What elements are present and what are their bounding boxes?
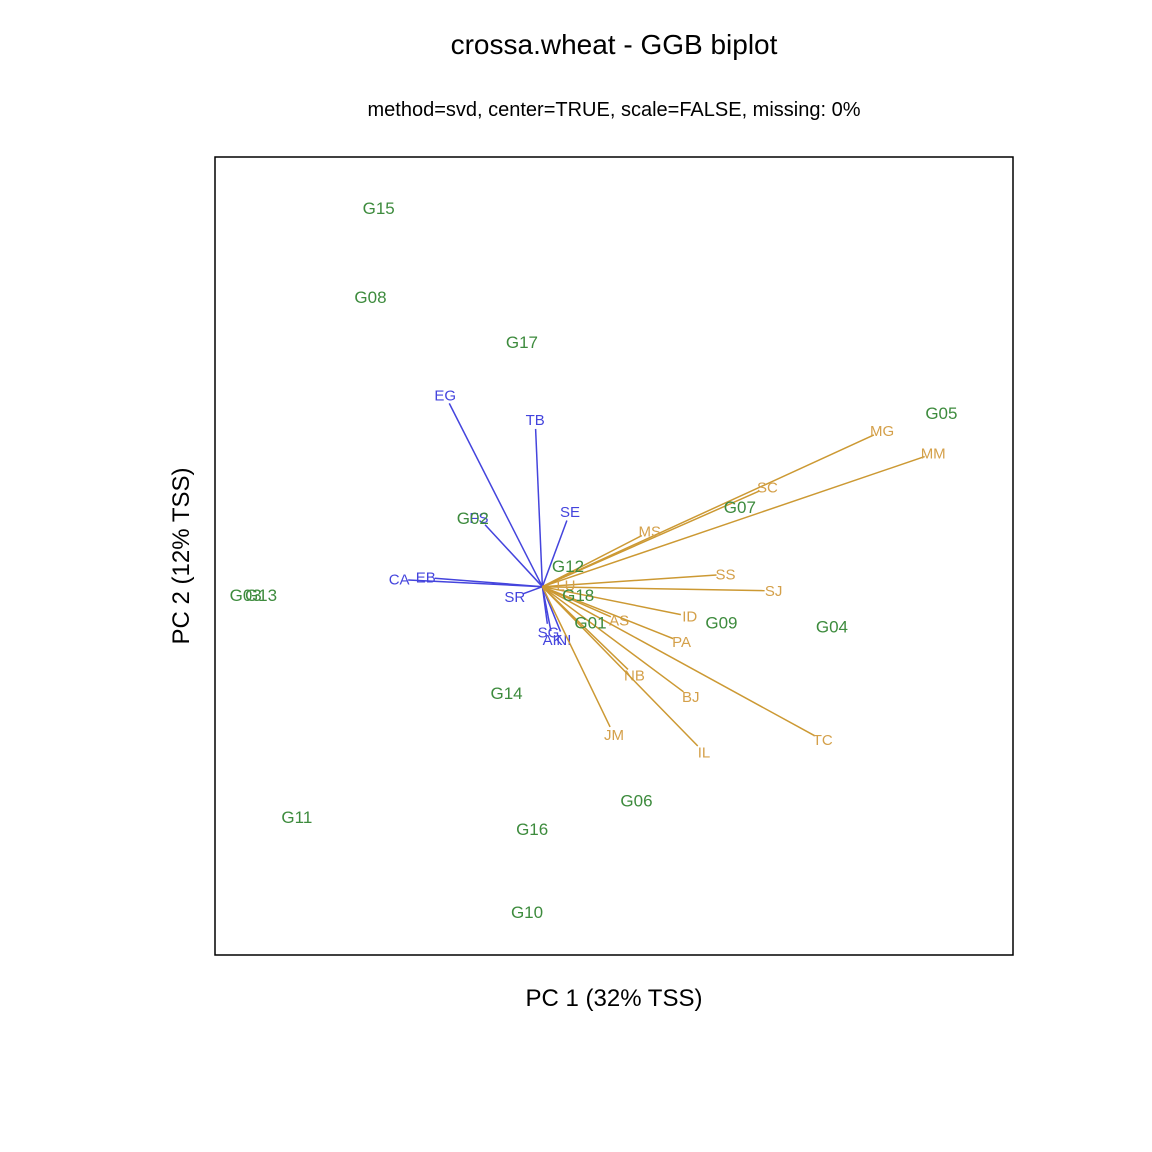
- genotype-label-g13: G13: [245, 586, 277, 605]
- genotype-label-g10: G10: [511, 903, 543, 922]
- chart-title: crossa.wheat - GGB biplot: [451, 29, 778, 60]
- genotype-label-g04: G04: [816, 618, 848, 637]
- location-label-se: SE: [560, 504, 580, 521]
- location-vector-mg: [542, 434, 875, 588]
- location-label-ca: CA: [389, 572, 410, 589]
- location-vector-ak: [541, 586, 552, 632]
- location-label-tb: TB: [526, 412, 545, 429]
- genotype-label-g15: G15: [363, 199, 395, 218]
- location-label-sr: SR: [504, 589, 525, 606]
- genotype-label-g14: G14: [491, 684, 523, 703]
- genotype-label-g16: G16: [516, 820, 548, 839]
- location-label-ni: NI: [556, 632, 571, 649]
- location-vector-sj: [542, 585, 765, 592]
- location-vector-il: [541, 586, 699, 747]
- genotype-label-g07: G07: [724, 498, 756, 517]
- location-label-tc: TC: [813, 732, 833, 749]
- genotype-label-g18: G18: [562, 586, 594, 605]
- location-vector-se: [541, 520, 568, 587]
- location-vector-eg: [448, 403, 544, 588]
- location-vector-ms: [542, 534, 643, 588]
- location-label-mm: MM: [921, 446, 946, 463]
- location-vector-ss: [542, 574, 717, 588]
- location-label-eb: EB: [416, 569, 436, 586]
- genotype-label-g01: G01: [574, 614, 606, 633]
- location-label-id: ID: [682, 608, 697, 625]
- location-label-sj: SJ: [765, 583, 783, 600]
- genotype-label-g17: G17: [506, 333, 538, 352]
- location-label-fs: FS: [469, 510, 488, 527]
- location-vector-bj: [541, 586, 684, 693]
- chart-subtitle: method=svd, center=TRUE, scale=FALSE, mi…: [368, 99, 861, 121]
- location-label-ss: SS: [716, 566, 736, 583]
- location-label-ms: MS: [639, 523, 662, 540]
- location-label-bj: BJ: [682, 689, 700, 706]
- plot-frame: [214, 156, 1014, 956]
- location-vector-sr: [522, 585, 543, 595]
- location-vector-tb: [534, 428, 544, 587]
- location-label-ak: AK: [543, 632, 563, 649]
- genotype-label-g05: G05: [925, 404, 957, 423]
- location-label-il: IL: [698, 744, 711, 761]
- genotype-label-g09: G09: [705, 614, 737, 633]
- y-axis-label: PC 2 (12% TSS): [168, 468, 195, 645]
- genotype-label-g06: G06: [620, 792, 652, 811]
- location-vector-tc: [542, 586, 816, 737]
- location-vector-mm: [542, 455, 925, 588]
- location-label-jm: JM: [604, 727, 624, 744]
- location-label-sg: SG: [538, 625, 560, 642]
- location-label-pa: PA: [672, 634, 691, 651]
- location-vector-eb: [434, 577, 543, 588]
- location-label-mg: MG: [870, 423, 894, 440]
- location-vector-jm: [541, 586, 611, 728]
- genotype-label-g12: G12: [552, 557, 584, 576]
- location-vector-fs: [484, 524, 543, 588]
- location-label-sc: SC: [757, 479, 778, 496]
- genotype-label-g11: G11: [281, 808, 312, 827]
- location-vector-sc: [542, 490, 760, 588]
- genotype-label-g08: G08: [354, 288, 386, 307]
- genotype-label-g02: G02: [457, 509, 489, 528]
- location-vector-pa: [542, 585, 674, 640]
- genotype-label-g03: G03: [230, 586, 262, 605]
- location-vector-id: [542, 585, 682, 616]
- location-label-eg: EG: [434, 387, 456, 404]
- x-axis-label: PC 1 (32% TSS): [526, 985, 703, 1012]
- location-label-nb: NB: [624, 668, 645, 685]
